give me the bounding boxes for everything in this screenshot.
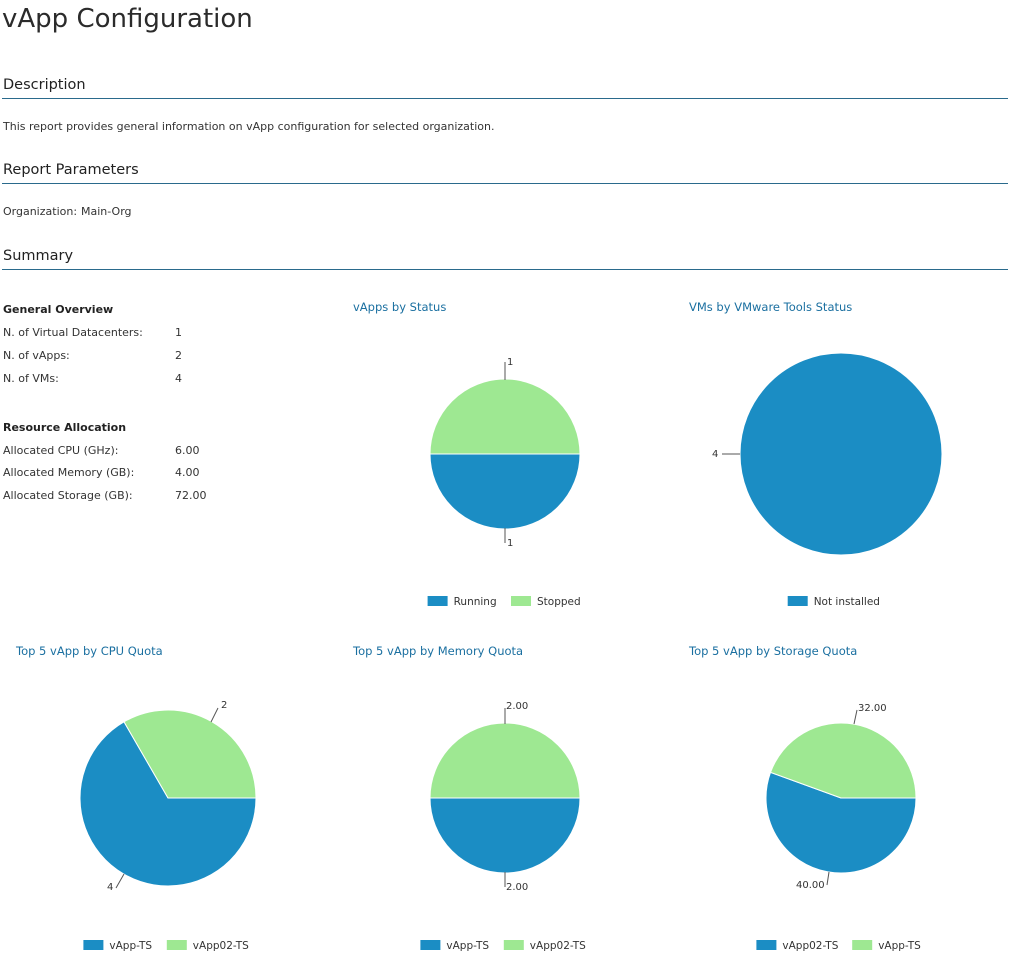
chart-title[interactable]: VMs by VMware Tools Status bbox=[689, 300, 853, 314]
pie-slice bbox=[429, 378, 581, 455]
pie-slice bbox=[765, 771, 917, 874]
legend-swatch bbox=[166, 940, 187, 950]
legend-swatch bbox=[83, 940, 104, 950]
chart-title[interactable]: Top 5 vApp by Memory Quota bbox=[353, 644, 524, 658]
data-label: 2.00 bbox=[506, 701, 528, 712]
overview-value: 2 bbox=[175, 349, 182, 362]
leader-line bbox=[115, 873, 125, 889]
allocation-label: Allocated Memory (GB): bbox=[3, 466, 135, 479]
resource-allocation-title: Resource Allocation bbox=[3, 421, 127, 434]
allocation-label: Allocated CPU (GHz): bbox=[3, 444, 119, 457]
overview-value: 1 bbox=[175, 326, 182, 339]
data-label: 2 bbox=[221, 700, 227, 711]
chart-title[interactable]: Top 5 vApp by CPU Quota bbox=[16, 644, 163, 658]
legend-label: vApp-TS bbox=[446, 940, 489, 952]
allocation-label: Allocated Storage (GB): bbox=[3, 489, 133, 502]
description-heading: Description bbox=[3, 77, 86, 93]
summary-heading: Summary bbox=[3, 248, 74, 264]
legend-label: Not installed bbox=[814, 596, 880, 608]
data-label: 40.00 bbox=[796, 880, 825, 891]
pie-slice bbox=[429, 797, 581, 874]
legend-swatch bbox=[756, 940, 777, 950]
pie-slice bbox=[769, 722, 917, 799]
legend-label: vApp02-TS bbox=[782, 940, 838, 952]
legend-swatch bbox=[503, 940, 524, 950]
data-label: 4 bbox=[107, 882, 113, 893]
data-label: 1 bbox=[507, 357, 513, 368]
pie-slice bbox=[123, 709, 257, 799]
allocation-value: 72.00 bbox=[175, 489, 207, 502]
pie-slice bbox=[429, 453, 581, 530]
pie-slice bbox=[739, 352, 943, 556]
overview-value: 4 bbox=[175, 372, 182, 385]
legend-swatch bbox=[420, 940, 441, 950]
legend-label: vApp-TS bbox=[109, 940, 152, 952]
report-parameters-heading: Report Parameters bbox=[3, 162, 139, 178]
page-title: vApp Configuration bbox=[2, 4, 253, 34]
section-divider bbox=[2, 183, 1008, 184]
data-label: 4 bbox=[712, 449, 718, 460]
leader-line bbox=[853, 709, 858, 725]
section-divider bbox=[2, 98, 1008, 99]
legend-label: Running bbox=[454, 596, 497, 608]
legend-swatch bbox=[787, 596, 808, 606]
overview-label: N. of VMs: bbox=[3, 372, 59, 385]
data-label: 32.00 bbox=[858, 703, 887, 714]
legend-label: vApp-TS bbox=[878, 940, 921, 952]
general-overview-title: General Overview bbox=[3, 303, 114, 316]
overview-label: N. of vApps: bbox=[3, 349, 70, 362]
allocation-value: 4.00 bbox=[175, 466, 200, 479]
data-label: 2.00 bbox=[506, 882, 528, 893]
organization-value: Main-Org bbox=[81, 205, 132, 218]
pie-slice bbox=[429, 722, 581, 799]
legend-label: vApp02-TS bbox=[193, 940, 249, 952]
legend-swatch bbox=[427, 596, 448, 606]
section-divider bbox=[2, 269, 1008, 270]
legend-swatch bbox=[852, 940, 873, 950]
overview-label: N. of Virtual Datacenters: bbox=[3, 326, 143, 339]
leader-line bbox=[826, 871, 830, 886]
organization-label: Organization: bbox=[3, 205, 78, 218]
description-text: This report provides general information… bbox=[3, 120, 495, 133]
chart-title[interactable]: Top 5 vApp by Storage Quota bbox=[689, 644, 858, 658]
leader-line bbox=[210, 707, 219, 723]
legend-label: vApp02-TS bbox=[530, 940, 586, 952]
legend-label: Stopped bbox=[537, 596, 581, 608]
legend-swatch bbox=[511, 596, 531, 606]
chart-title[interactable]: vApps by Status bbox=[353, 300, 447, 314]
allocation-value: 6.00 bbox=[175, 444, 200, 457]
data-label: 1 bbox=[507, 538, 513, 549]
